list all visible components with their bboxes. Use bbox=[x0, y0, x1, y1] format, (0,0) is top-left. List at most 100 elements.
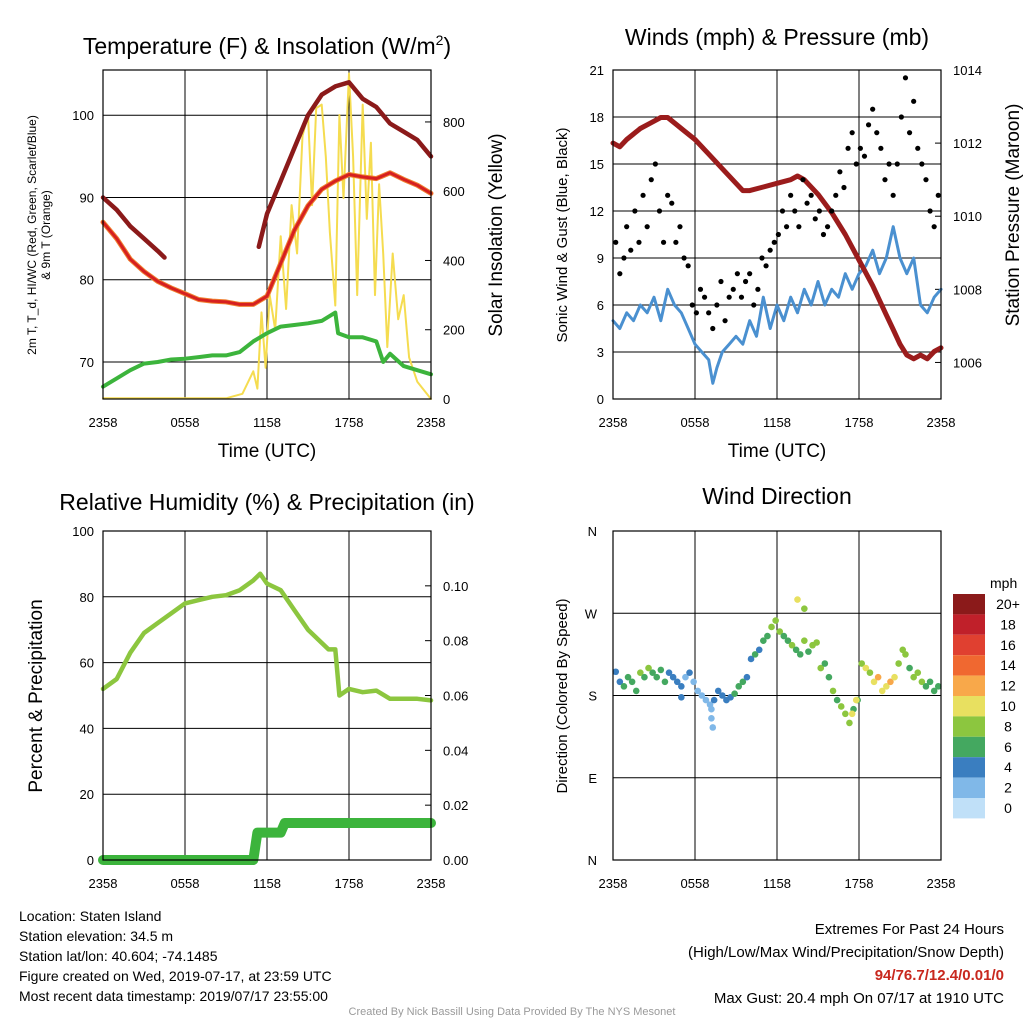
gust-point bbox=[636, 239, 642, 245]
direction-point bbox=[776, 628, 784, 635]
legend-swatch bbox=[953, 655, 985, 676]
y-tick-label-left: 20 bbox=[80, 787, 94, 802]
y-tick-label-left: 3 bbox=[597, 345, 604, 360]
direction-point bbox=[887, 678, 894, 686]
x-tick-label: 2358 bbox=[89, 876, 118, 891]
legend-label: 10 bbox=[1000, 698, 1016, 714]
direction-point bbox=[678, 694, 685, 701]
direction-point bbox=[702, 696, 710, 704]
direction-point bbox=[895, 660, 902, 667]
direction-point bbox=[934, 683, 942, 690]
direction-point bbox=[780, 632, 788, 640]
x-tick-label: 1758 bbox=[845, 876, 874, 891]
y-tick-label-right: 1014 bbox=[953, 63, 982, 78]
direction-point bbox=[708, 715, 715, 722]
direction-point bbox=[747, 655, 755, 663]
x-tick-label: 1158 bbox=[763, 876, 791, 891]
y-tick-label-left: 6 bbox=[597, 298, 604, 313]
plot-border bbox=[102, 530, 432, 861]
direction-point bbox=[805, 648, 812, 655]
direction-point bbox=[714, 687, 722, 695]
direction-point bbox=[708, 705, 715, 713]
direction-point bbox=[801, 605, 808, 612]
gust-point bbox=[775, 231, 781, 238]
gust-point bbox=[870, 106, 876, 112]
x-tick-label: 1158 bbox=[763, 415, 791, 430]
direction-point bbox=[620, 683, 628, 690]
y-tick-label-left: 80 bbox=[80, 273, 94, 288]
gust-point bbox=[726, 294, 732, 300]
direction-point bbox=[926, 678, 934, 686]
direction-point bbox=[768, 623, 775, 631]
direction-point bbox=[833, 696, 841, 704]
direction-point bbox=[653, 673, 661, 681]
direction-point bbox=[760, 637, 767, 644]
direction-point bbox=[739, 678, 747, 686]
x-axis-label: Time (UTC) bbox=[218, 441, 317, 462]
y-tick-label-left: 40 bbox=[80, 721, 94, 736]
chart-title: Relative Humidity (%) & Precipitation (i… bbox=[59, 489, 474, 515]
direction-point bbox=[862, 664, 870, 672]
gust-point bbox=[751, 302, 757, 308]
info-timestamp: Most recent data timestamp: 2019/07/17 2… bbox=[19, 988, 328, 1004]
direction-point bbox=[690, 678, 697, 686]
gust-point bbox=[898, 114, 904, 120]
gust-point bbox=[783, 224, 790, 230]
gust-point bbox=[624, 224, 630, 230]
y-tick-label-left: 0 bbox=[597, 392, 604, 407]
gust-point bbox=[755, 286, 761, 292]
direction-point bbox=[848, 710, 856, 718]
gust-point bbox=[919, 161, 925, 167]
gust-point bbox=[874, 130, 880, 136]
direction-point bbox=[930, 687, 938, 695]
gust-point bbox=[824, 224, 831, 230]
info-location: Location: Staten Island bbox=[19, 908, 162, 924]
gust-point bbox=[742, 278, 749, 285]
series-pressure bbox=[610, 115, 944, 362]
direction-point bbox=[817, 664, 825, 672]
direction-point bbox=[669, 673, 677, 681]
y-axis-label-right: Solar Insolation (Yellow) bbox=[486, 133, 507, 336]
direction-point bbox=[628, 678, 636, 686]
legend-swatch bbox=[953, 736, 985, 758]
direction-point bbox=[743, 673, 751, 681]
y-axis-label-left: Direction (Colored By Speed) bbox=[554, 598, 571, 793]
y-tick-label-left: 15 bbox=[590, 157, 604, 172]
direction-point bbox=[891, 673, 898, 681]
gust-point bbox=[710, 325, 716, 332]
gust-point bbox=[759, 255, 765, 261]
gust-point bbox=[681, 255, 687, 261]
x-tick-label: 1758 bbox=[335, 415, 364, 430]
direction-point bbox=[784, 637, 792, 644]
direction-point bbox=[922, 683, 930, 690]
gust-point bbox=[730, 286, 736, 292]
y-tick-label-left: 100 bbox=[72, 524, 94, 539]
direction-point bbox=[874, 673, 882, 681]
extremes-panel: Extremes For Past 24 Hours (High/Low/Max… bbox=[688, 918, 1004, 1010]
info-elevation: Station elevation: 34.5 m bbox=[19, 928, 174, 944]
x-tick-label: 2358 bbox=[417, 876, 446, 891]
gust-point bbox=[931, 224, 937, 230]
gust-point bbox=[853, 161, 859, 167]
gust-point bbox=[697, 286, 704, 292]
direction-point bbox=[918, 678, 926, 686]
direction-point bbox=[829, 687, 837, 695]
speed-legend: mph 20+ 18 16 14 12 10 8 6 4 2 0 bbox=[953, 575, 1020, 819]
series-sonic-wind bbox=[611, 225, 943, 385]
chart-title: Temperature (F) & Insolation (W/m2) bbox=[83, 32, 451, 59]
gust-point bbox=[767, 247, 773, 253]
direction-point bbox=[858, 660, 866, 667]
gust-point bbox=[890, 192, 896, 198]
direction-point bbox=[673, 678, 681, 686]
y-tick-label-left: 12 bbox=[590, 204, 604, 219]
y-tick-label-right: 0.08 bbox=[443, 634, 468, 649]
series-dewpoint bbox=[101, 310, 433, 389]
direction-point bbox=[821, 660, 829, 667]
gust-point bbox=[718, 278, 724, 285]
y-tick-label-left: W bbox=[585, 606, 598, 621]
gust-point bbox=[722, 318, 728, 324]
gust-point bbox=[648, 177, 654, 183]
direction-point bbox=[694, 687, 702, 695]
direction-point bbox=[665, 669, 673, 676]
